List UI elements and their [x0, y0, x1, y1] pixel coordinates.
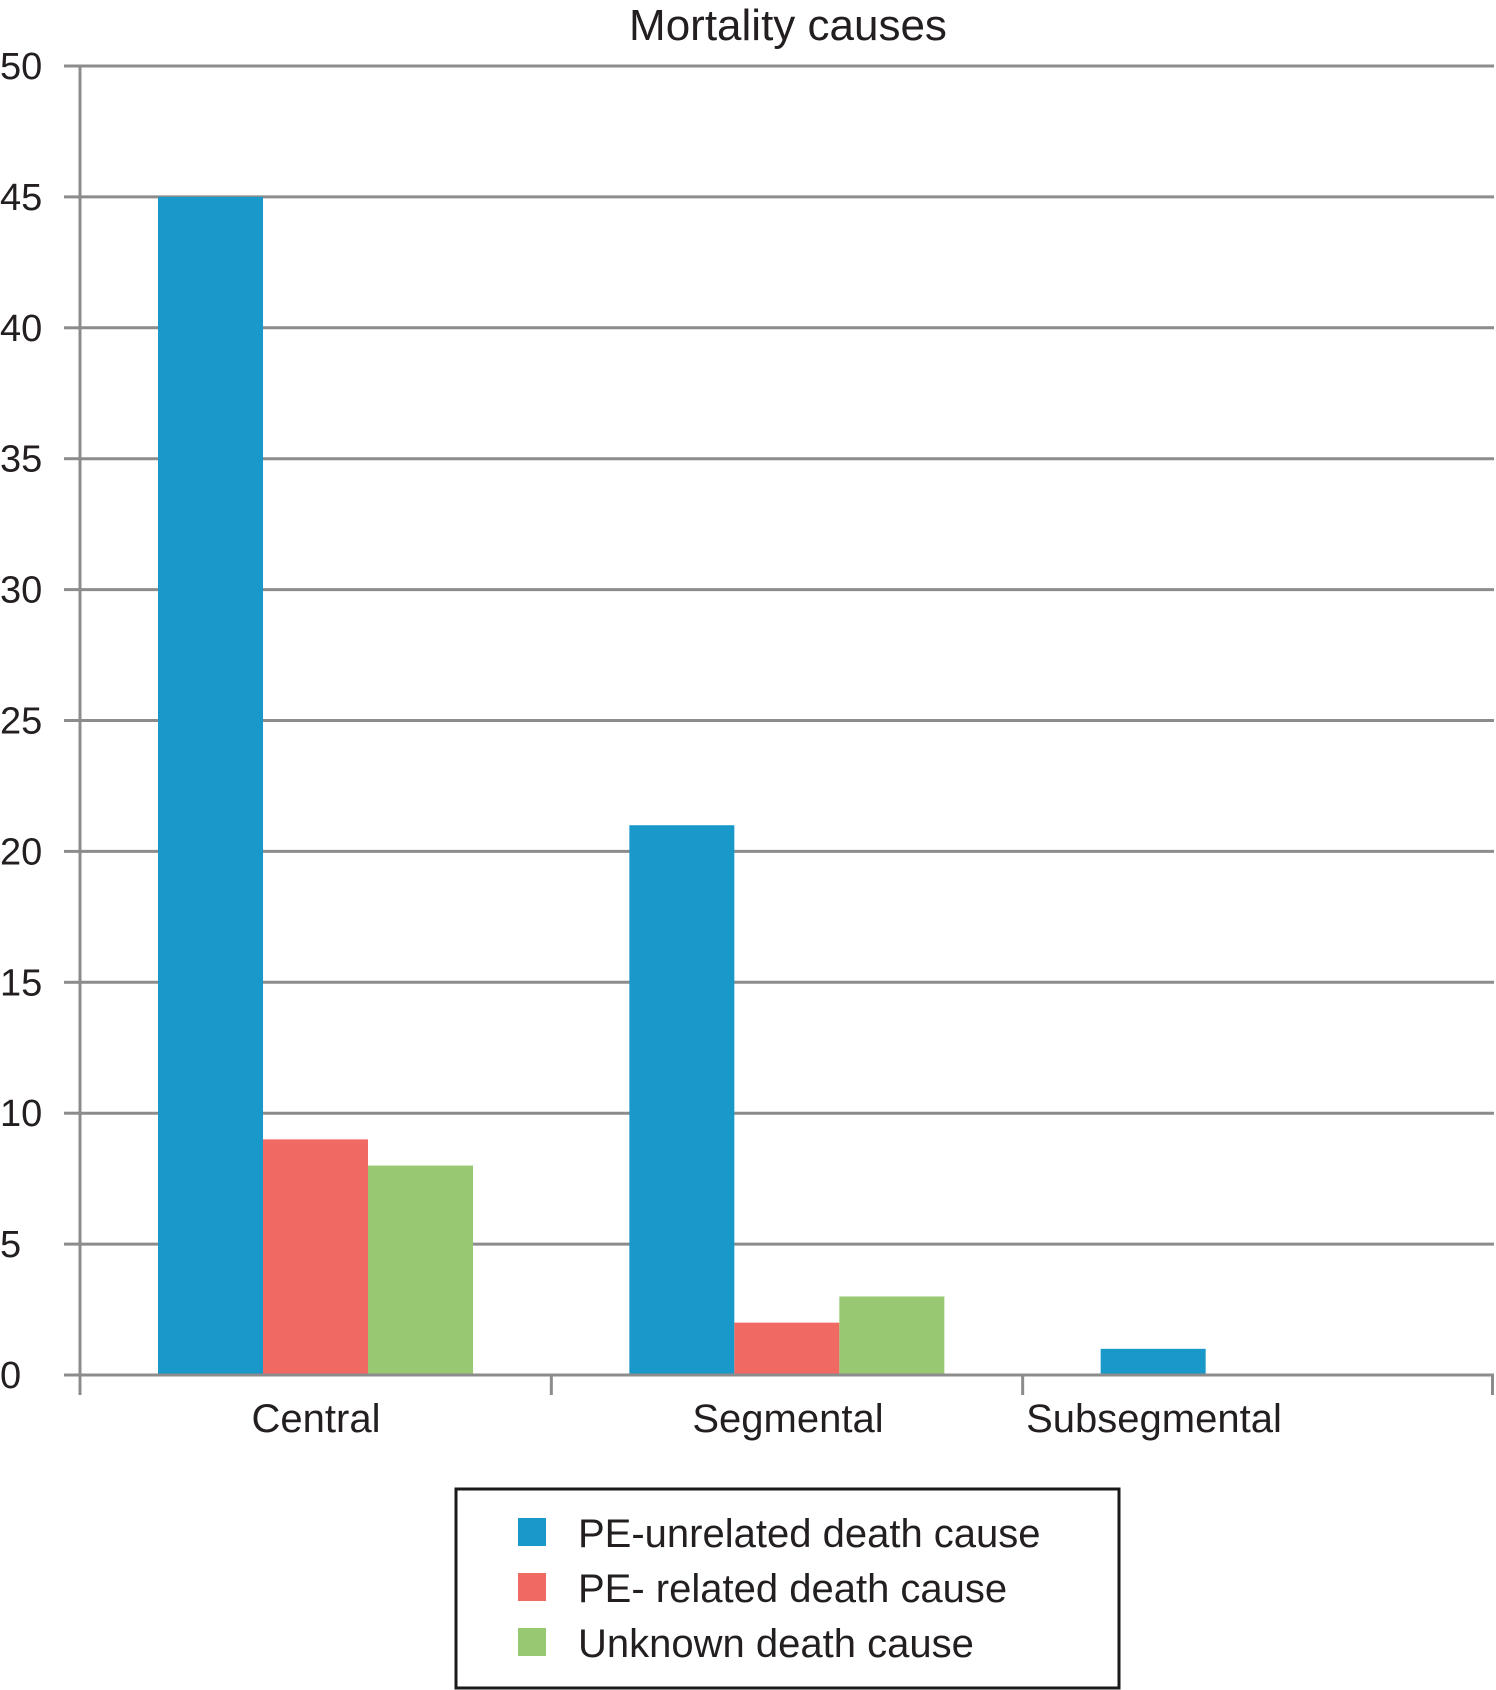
x-category-label: Segmental [692, 1397, 883, 1441]
bar [629, 825, 735, 1375]
legend-label: Unknown death cause [578, 1622, 974, 1666]
bar [158, 196, 263, 1375]
y-tick-label: 30 [0, 570, 42, 612]
bar [734, 1322, 840, 1375]
legend-label: PE-unrelated death cause [578, 1512, 1041, 1556]
y-axis-tick-labels: 0 5 10 15 20 25 30 35 40 45 50 [0, 46, 42, 1397]
y-tick-label: 15 [0, 962, 42, 1004]
y-tick-label: 40 [0, 308, 42, 350]
gridlines [80, 64, 1494, 1246]
legend-label: PE- related death cause [578, 1567, 1007, 1611]
x-category-label: Subsegmental [1026, 1397, 1282, 1441]
y-tick-label: 25 [0, 701, 42, 743]
legend: PE-unrelated death cause PE- related deat… [454, 1487, 1121, 1690]
legend-swatch [518, 1628, 546, 1656]
bars [158, 196, 1206, 1375]
axes [64, 64, 1494, 1395]
y-tick-label: 0 [0, 1355, 21, 1397]
y-tick-label: 45 [0, 177, 42, 219]
legend-box [454, 1487, 1121, 1690]
legend-swatch [518, 1573, 546, 1601]
y-tick-label: 20 [0, 831, 42, 873]
chart-title: Mortality causes [629, 1, 947, 50]
legend-swatch [518, 1518, 546, 1546]
y-tick-label: 10 [0, 1093, 42, 1135]
x-axis-category-labels: Central Segmental Subsegmental [252, 1397, 1282, 1441]
x-category-label: Central [252, 1397, 381, 1441]
y-tick-label: 35 [0, 439, 42, 481]
y-tick-label: 50 [0, 46, 42, 88]
bar [839, 1296, 945, 1375]
y-tick-label: 5 [0, 1224, 21, 1266]
bar [263, 1139, 368, 1375]
bar [368, 1165, 473, 1375]
bar [1100, 1348, 1206, 1375]
